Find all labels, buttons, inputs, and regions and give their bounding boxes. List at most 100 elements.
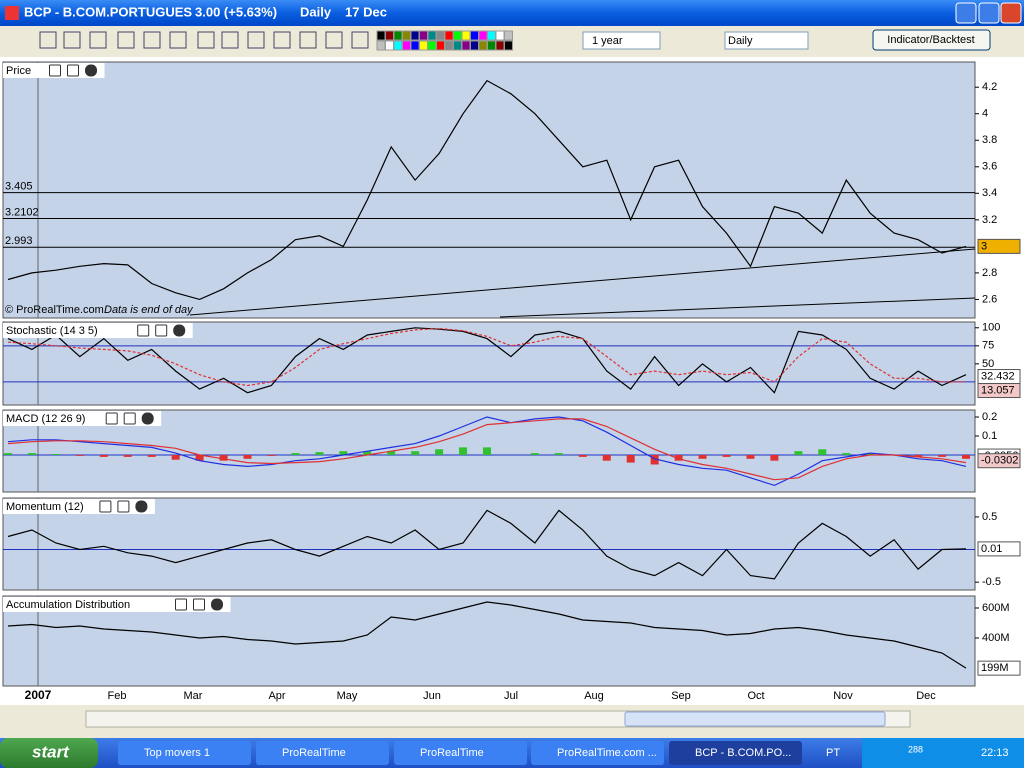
- start-button[interactable]: [0, 738, 98, 768]
- histogram-bar: [626, 454, 635, 463]
- color-swatch[interactable]: [419, 30, 428, 41]
- range-select[interactable]: [582, 31, 661, 50]
- color-swatch[interactable]: [470, 30, 479, 41]
- tool-icon[interactable]: [325, 31, 343, 49]
- y-tick-label: 4.2: [982, 81, 997, 93]
- panel-header-icon[interactable]: [193, 598, 205, 611]
- panel-header-icon[interactable]: [141, 412, 154, 425]
- color-swatch[interactable]: [393, 40, 403, 51]
- color-swatch[interactable]: [495, 30, 505, 41]
- color-swatch[interactable]: [453, 40, 462, 51]
- panel-header-icon[interactable]: [211, 598, 223, 611]
- color-swatch[interactable]: [470, 40, 479, 51]
- level-label: 2.993: [5, 235, 33, 247]
- color-swatch[interactable]: [478, 40, 488, 51]
- color-swatch[interactable]: [385, 40, 394, 51]
- color-swatch[interactable]: [444, 30, 454, 41]
- panel-footer-note: Data is end of day: [104, 304, 194, 316]
- x-tick-label: Mar: [184, 690, 203, 702]
- tool-icon[interactable]: [247, 31, 265, 49]
- panel-header-icon[interactable]: [105, 412, 118, 425]
- x-tick-label: 2007: [25, 688, 52, 702]
- x-tick-label: Dec: [916, 690, 936, 702]
- panel-header-icon[interactable]: [85, 64, 97, 77]
- color-swatch[interactable]: [419, 40, 428, 51]
- color-swatch[interactable]: [385, 30, 394, 41]
- indicator-button[interactable]: [872, 29, 991, 51]
- color-swatch[interactable]: [410, 40, 420, 51]
- color-swatch[interactable]: [402, 40, 411, 51]
- color-swatch[interactable]: [436, 30, 445, 41]
- panel-plot: [2, 497, 976, 591]
- taskbar-item[interactable]: [394, 741, 527, 765]
- color-swatch[interactable]: [402, 30, 411, 41]
- panel-header-icon[interactable]: [137, 324, 150, 337]
- tool-icon[interactable]: [89, 31, 107, 49]
- taskbar-item[interactable]: [256, 741, 389, 765]
- panel-header-icon[interactable]: [175, 598, 187, 611]
- tool-icon[interactable]: [221, 31, 239, 49]
- panel-header-icon[interactable]: [67, 64, 79, 77]
- color-swatch[interactable]: [478, 30, 488, 41]
- histogram-bar: [387, 451, 396, 455]
- histogram-bar: [650, 454, 659, 465]
- maximize-button[interactable]: [978, 2, 1000, 24]
- color-swatch[interactable]: [504, 40, 513, 51]
- app-icon: [5, 6, 19, 20]
- tool-icon[interactable]: [351, 31, 369, 49]
- color-swatch[interactable]: [427, 40, 437, 51]
- color-swatch[interactable]: [461, 40, 471, 51]
- tool-icon[interactable]: [299, 31, 317, 49]
- scroll-thumb[interactable]: [624, 711, 886, 727]
- last-value-label: 3: [981, 240, 987, 252]
- color-swatch[interactable]: [393, 30, 403, 41]
- color-swatch[interactable]: [504, 30, 513, 41]
- tool-icon[interactable]: [117, 31, 135, 49]
- y-tick-label: 3.4: [982, 187, 997, 199]
- window-date: 17 Dec: [345, 4, 387, 19]
- color-swatch[interactable]: [487, 40, 496, 51]
- x-tick-label: Jun: [423, 690, 441, 702]
- minimize-button[interactable]: [955, 2, 977, 24]
- color-swatch[interactable]: [453, 30, 462, 41]
- panel-header-icon[interactable]: [135, 500, 148, 513]
- color-swatch[interactable]: [461, 30, 471, 41]
- histogram-bar: [27, 453, 36, 455]
- histogram-bar: [746, 454, 755, 459]
- taskbar-item[interactable]: [669, 741, 802, 765]
- histogram-bar: [554, 453, 563, 455]
- panel-header-icon[interactable]: [117, 500, 130, 513]
- series-line: [7, 601, 967, 669]
- color-swatch[interactable]: [376, 40, 386, 51]
- tool-icon[interactable]: [39, 31, 57, 49]
- y-tick-label: 400M: [982, 632, 1010, 644]
- taskbar-item[interactable]: [531, 741, 664, 765]
- panel-header-icon[interactable]: [49, 64, 61, 77]
- tool-icon[interactable]: [63, 31, 81, 49]
- color-swatch[interactable]: [487, 30, 496, 41]
- histogram-bar: [459, 447, 468, 455]
- panel-header-icon[interactable]: [173, 324, 186, 337]
- histogram-bar: [578, 454, 587, 457]
- tool-icon[interactable]: [143, 31, 161, 49]
- tool-icon[interactable]: [169, 31, 187, 49]
- color-swatch[interactable]: [444, 40, 454, 51]
- histogram-bar: [99, 454, 108, 457]
- panel-header-icon[interactable]: [123, 412, 136, 425]
- close-button[interactable]: [1000, 2, 1022, 24]
- tool-icon[interactable]: [273, 31, 291, 49]
- taskbar-item[interactable]: [118, 741, 251, 765]
- panel-header-icon[interactable]: [99, 500, 112, 513]
- color-swatch[interactable]: [495, 40, 505, 51]
- y-tick-label: 50: [982, 358, 994, 370]
- panel-header-icon[interactable]: [155, 324, 168, 337]
- tool-icon[interactable]: [197, 31, 215, 49]
- color-swatch[interactable]: [410, 30, 420, 41]
- last-value-box: [977, 453, 1021, 469]
- color-swatch[interactable]: [436, 40, 445, 51]
- color-swatch[interactable]: [427, 30, 437, 41]
- color-swatch[interactable]: [376, 30, 386, 41]
- interval-select[interactable]: [724, 31, 809, 50]
- y-tick-label: 3.6: [982, 161, 997, 173]
